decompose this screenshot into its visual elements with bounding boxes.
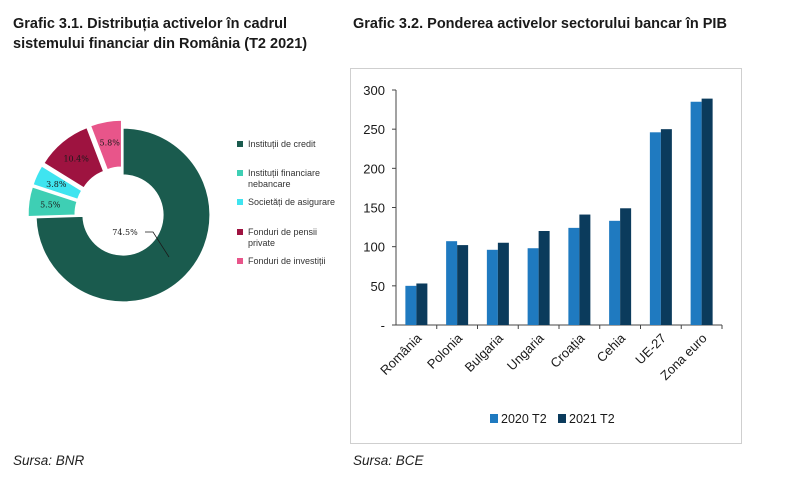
donut-slice: [27, 186, 78, 218]
donut-slice: [35, 127, 211, 303]
legend-label: Instituții financiare: [248, 168, 320, 178]
legend-label: private: [248, 238, 275, 248]
legend-swatch: [237, 170, 243, 176]
donut-slice: [43, 126, 105, 189]
left-chart-title-line1: Grafic 3.1. Distribuția activelor în cad…: [13, 16, 287, 32]
left-chart-title-line2: sistemului financiar din România (T2 202…: [13, 36, 308, 52]
donut-slice: [32, 165, 83, 201]
legend-swatch: [237, 199, 243, 205]
legend-label: Fonduri de pensii: [248, 227, 317, 237]
donut-chart-panel: 74.5% 5.5% 3.8% 10.4% 5.8% Instituții de cred…: [0, 0, 350, 504]
left-chart-title: Grafic 3.1. Distribuția activelor în cad…: [13, 14, 343, 54]
donut-value-label: 5.5%: [40, 201, 61, 210]
donut-value-label: 3.8%: [46, 180, 67, 189]
bar-chart-frame: [350, 68, 742, 444]
legend-label: Societăți de asigurare: [248, 197, 335, 207]
legend-swatch: [237, 258, 243, 264]
donut-chart: 74.5% 5.5% 3.8% 10.4% 5.8% Instituții de cred…: [27, 119, 335, 303]
legend-label: Instituții de credit: [248, 139, 316, 149]
left-chart-source: Sursa: BNR: [13, 453, 85, 468]
donut-value-label: 74.5%: [112, 228, 138, 237]
legend-swatch: [237, 141, 243, 147]
right-chart-source: Sursa: BCE: [353, 453, 424, 468]
donut-value-label: 5.8%: [100, 139, 121, 148]
right-chart-title: Grafic 3.2. Ponderea activelor sectorulu…: [353, 16, 727, 32]
donut-value-label: 10.4%: [63, 154, 89, 163]
legend-label: Fonduri de investiții: [248, 256, 326, 266]
donut-slice: [89, 119, 123, 171]
legend-label: nebancare: [248, 179, 291, 189]
legend-swatch: [237, 229, 243, 235]
donut-leader-line: [145, 231, 170, 258]
